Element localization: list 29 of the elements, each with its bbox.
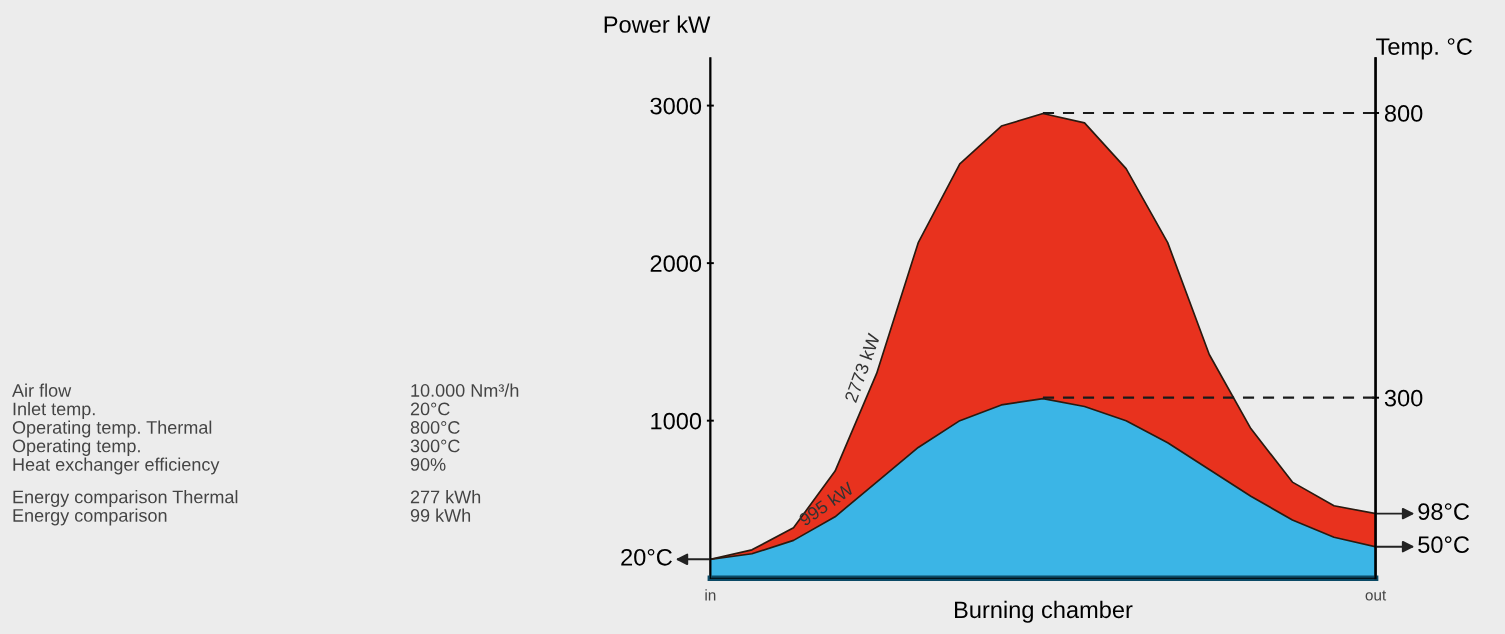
y-tick-label: 1000: [651, 412, 702, 430]
text: Operating temp.: [12, 439, 140, 456]
y-axis-title: Power kW: [604, 15, 711, 33]
text: Operating temp. Thermal: [12, 420, 212, 438]
text: 99 kWh: [410, 508, 471, 522]
text: 90%: [410, 458, 446, 471]
x-tick-label: in: [705, 589, 716, 601]
y-tick-label: 2000: [650, 255, 702, 272]
text: 277 kWh: [410, 490, 481, 504]
text: 20°C: [410, 402, 450, 416]
annotation: 98°C: [1418, 503, 1470, 520]
text: Heat exchanger efficiency: [13, 457, 220, 475]
y2-tick-label: 800: [1384, 105, 1423, 122]
text: Air flow: [12, 383, 72, 397]
x-tick-label: out: [1365, 590, 1387, 601]
y-tick-label: 3000: [650, 97, 702, 115]
text: 800°C: [410, 421, 460, 434]
annotation: 2773 kW: [843, 332, 881, 403]
annotation: 50°C: [1418, 536, 1470, 554]
text: Inlet temp.: [13, 402, 95, 419]
y2-tick-label: 300: [1384, 389, 1423, 407]
text: 300°C: [410, 439, 460, 453]
text: Energy comparison: [13, 508, 167, 526]
text: Energy comparison Thermal: [13, 490, 238, 507]
text: 10.000 Nm³/h: [411, 383, 519, 397]
y2-axis-title: Temp. °C: [1376, 38, 1473, 60]
annotation: 20°C: [621, 548, 672, 566]
annotation: 995 kW: [797, 480, 855, 527]
x-axis-title: Burning chamber: [955, 600, 1133, 623]
